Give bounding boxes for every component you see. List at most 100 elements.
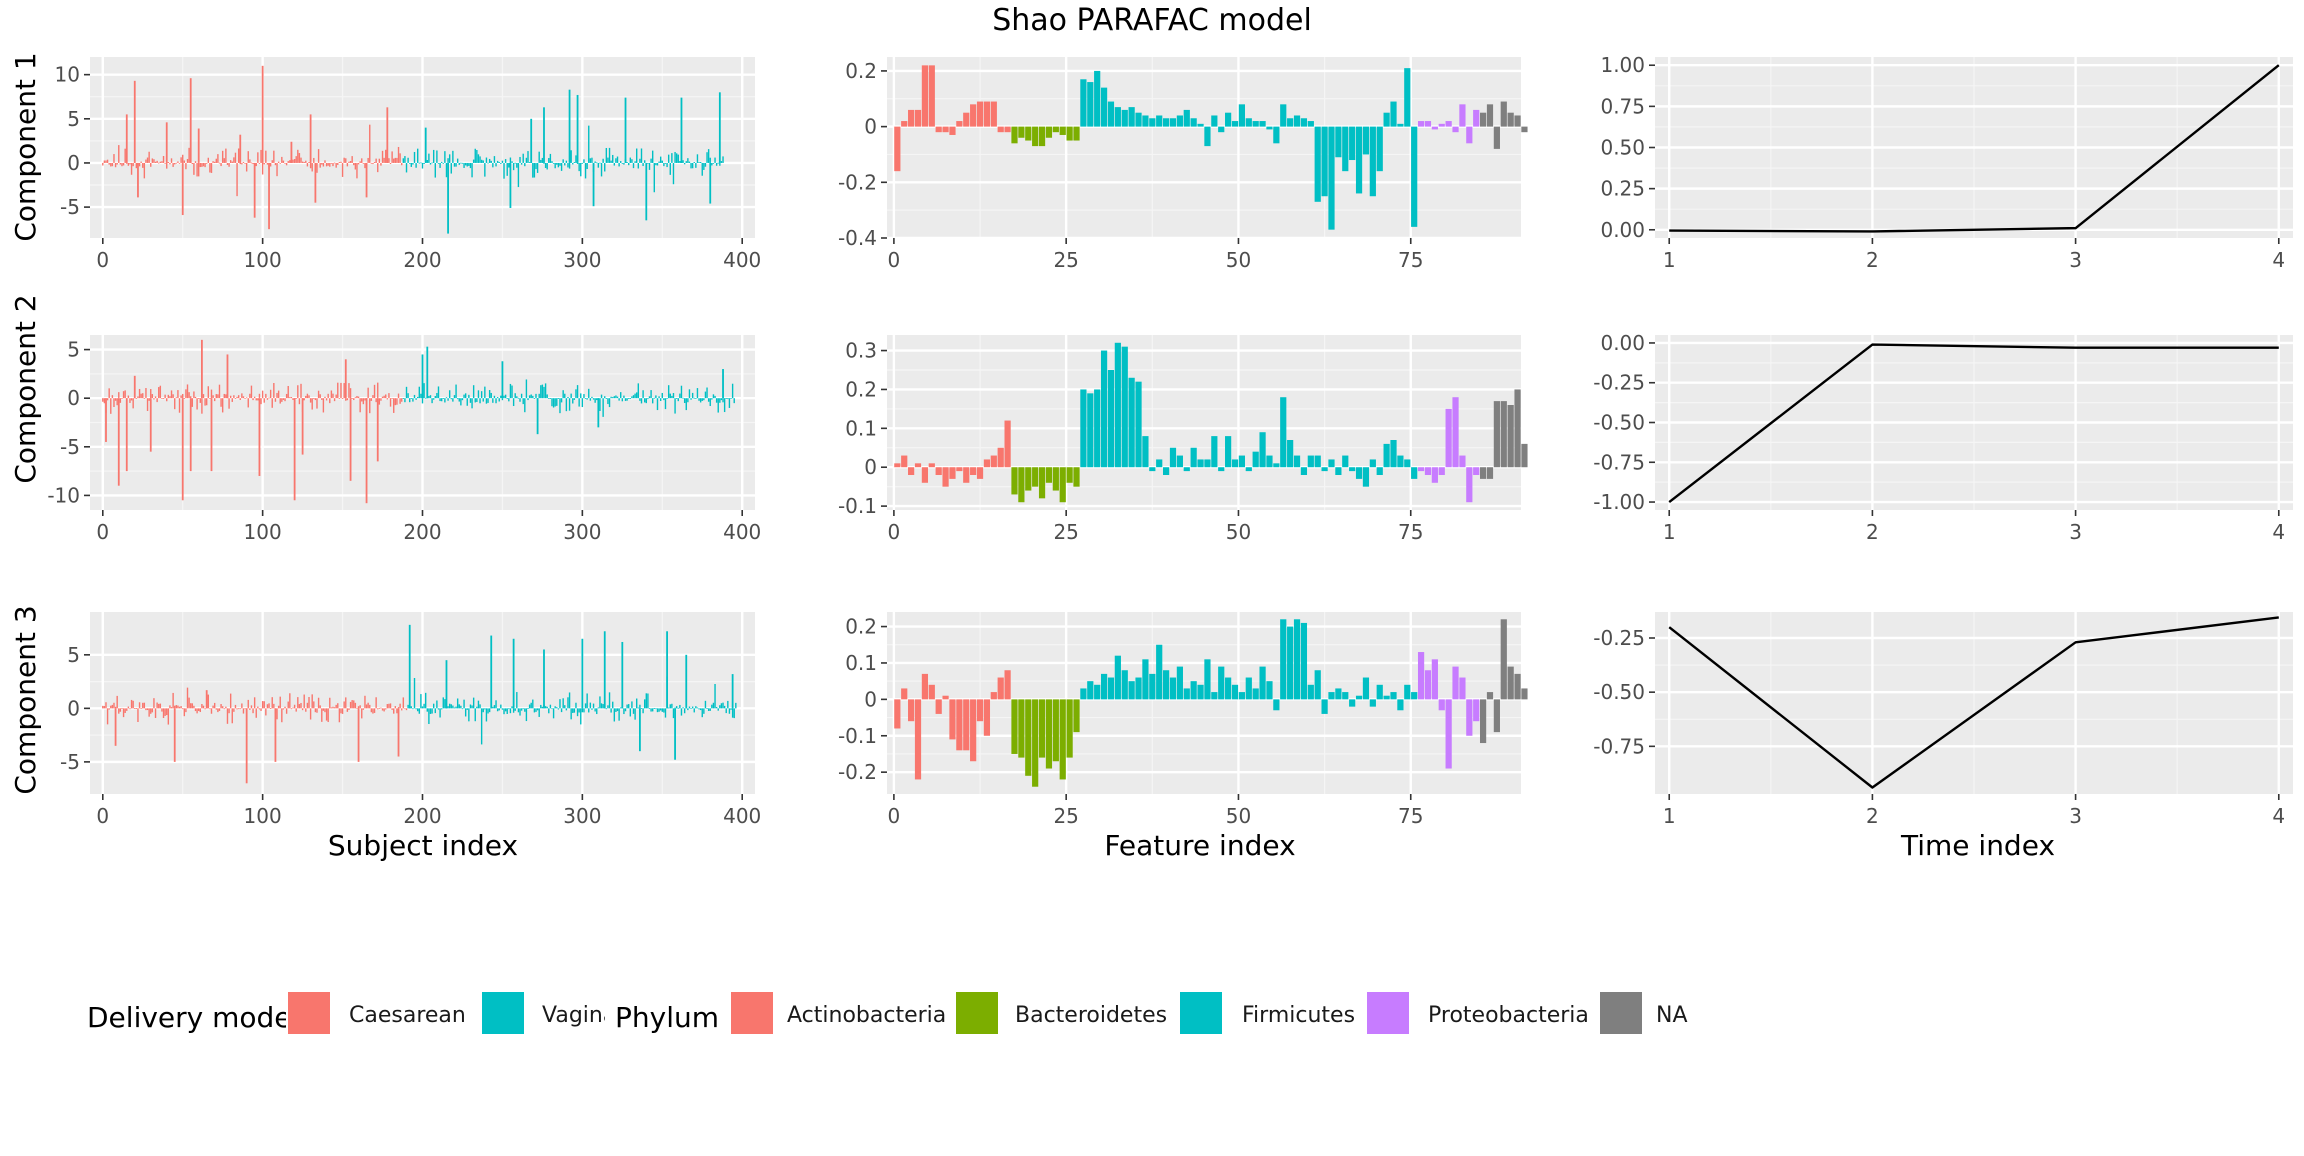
subject-bar <box>443 697 444 708</box>
subject-bar <box>244 398 245 399</box>
subject-bar <box>698 162 699 163</box>
feature-bar <box>1191 448 1197 467</box>
subject-bar <box>372 163 373 164</box>
subject-bar <box>321 398 322 400</box>
subject-bar <box>516 163 517 168</box>
feature-bar <box>1046 699 1052 768</box>
feature-bar <box>1418 467 1424 471</box>
subject-bar <box>308 395 309 398</box>
subject-bar <box>612 702 613 709</box>
subject-bar <box>554 706 555 708</box>
subject-bar <box>583 394 584 398</box>
subject-bar <box>112 395 113 398</box>
subject-bar <box>646 398 647 403</box>
feature-bar <box>1494 401 1500 467</box>
subject-bar <box>620 707 621 708</box>
subject-bar <box>404 708 405 709</box>
subject-bar <box>235 153 236 163</box>
subject-bar <box>294 705 295 709</box>
feature-bar <box>1432 467 1438 483</box>
feature-bar <box>1294 115 1300 126</box>
subject-bar <box>342 398 343 399</box>
feature-bar <box>1494 127 1500 149</box>
subject-bar <box>679 705 680 708</box>
subject-bar <box>481 391 482 398</box>
subject-bar <box>674 152 675 163</box>
subject-bar <box>630 708 631 716</box>
subject-bar <box>262 391 263 399</box>
subject-bar <box>668 708 669 709</box>
subject-bar <box>176 163 177 164</box>
subject-bar <box>545 163 546 168</box>
subject-bar <box>578 398 579 406</box>
feature-bar <box>1004 421 1010 468</box>
subject-bar <box>203 706 204 709</box>
x-tick-label: 2 <box>1866 520 1879 544</box>
subject-bar <box>583 159 584 163</box>
feature-bar <box>1377 685 1383 700</box>
subject-bar <box>206 163 207 164</box>
legend-title-delivery-mode: Delivery mode <box>87 1001 292 1034</box>
subject-bar <box>372 708 373 713</box>
subject-bar <box>524 398 525 412</box>
subject-bar <box>706 708 707 709</box>
legend-key-firmicutes <box>1179 991 1223 1035</box>
subject-bar <box>507 163 508 176</box>
subject-bar-spike <box>530 119 532 163</box>
subject-bar <box>556 707 557 708</box>
subject-bar <box>139 163 140 166</box>
feature-bar <box>1508 667 1514 700</box>
subject-bar <box>502 708 503 709</box>
subject-bar <box>646 693 647 708</box>
subject-bar <box>169 705 170 708</box>
subject-bar <box>519 708 520 715</box>
subject-bar <box>647 694 648 709</box>
feature-bar <box>1239 692 1245 699</box>
feature-bar <box>1315 670 1321 699</box>
feature-bar <box>991 102 997 127</box>
subject-bar <box>214 398 215 401</box>
subject-bar <box>446 397 447 398</box>
legend-key-bacteroidetes <box>955 991 999 1035</box>
subject-bar <box>470 398 471 403</box>
x-tick-label: 1 <box>1663 248 1676 272</box>
subject-bar <box>586 398 587 399</box>
subject-bar <box>532 700 533 709</box>
legend-key-caesarean <box>287 991 331 1035</box>
subject-bar <box>502 398 503 400</box>
xlabel-time-index: Time index <box>1900 829 2055 862</box>
subject-bar <box>240 398 241 400</box>
x-tick-label: 100 <box>244 804 282 828</box>
subject-bar <box>399 153 400 163</box>
feature-bar <box>1232 121 1238 127</box>
y-tick-label: 0.1 <box>845 416 877 440</box>
feature-bar <box>1204 127 1210 146</box>
subject-bar <box>334 707 335 708</box>
x-tick-label: 0 <box>888 804 901 828</box>
subject-bar <box>454 707 455 708</box>
subject-bar <box>353 163 354 165</box>
subject-bar <box>335 163 336 168</box>
subject-bar <box>694 708 695 712</box>
subject-bar <box>339 708 340 722</box>
subject-bar <box>177 390 178 398</box>
subject-bar <box>311 163 312 172</box>
x-tick-label: 75 <box>1398 248 1423 272</box>
subject-bar <box>321 708 322 722</box>
feature-bar <box>1315 456 1321 468</box>
feature-bar <box>1480 699 1486 743</box>
subject-bar-spike <box>709 163 711 204</box>
subject-bar <box>523 154 524 163</box>
feature-bar <box>1521 688 1527 699</box>
feature-bar <box>1487 692 1493 699</box>
subject-bar <box>102 398 103 402</box>
subject-bar <box>153 698 154 708</box>
subject-bar <box>516 692 517 708</box>
subject-bar <box>225 394 226 398</box>
subject-bar <box>500 705 501 709</box>
y-tick-label: 0.50 <box>1600 136 1645 160</box>
subject-bar <box>515 163 516 164</box>
subject-bar <box>380 163 381 166</box>
subject-bar <box>481 708 482 744</box>
subject-bar <box>407 158 408 163</box>
